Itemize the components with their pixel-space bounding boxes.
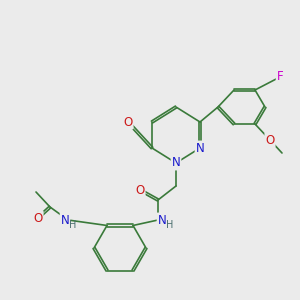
- Text: O: O: [135, 184, 145, 196]
- Text: N: N: [196, 142, 204, 154]
- Text: O: O: [266, 134, 274, 146]
- Text: H: H: [69, 220, 77, 230]
- Text: N: N: [172, 157, 180, 169]
- Text: O: O: [123, 116, 133, 128]
- Text: F: F: [277, 70, 283, 83]
- Text: N: N: [158, 214, 166, 226]
- Text: H: H: [166, 220, 174, 230]
- Text: O: O: [33, 212, 43, 224]
- Text: N: N: [61, 214, 69, 226]
